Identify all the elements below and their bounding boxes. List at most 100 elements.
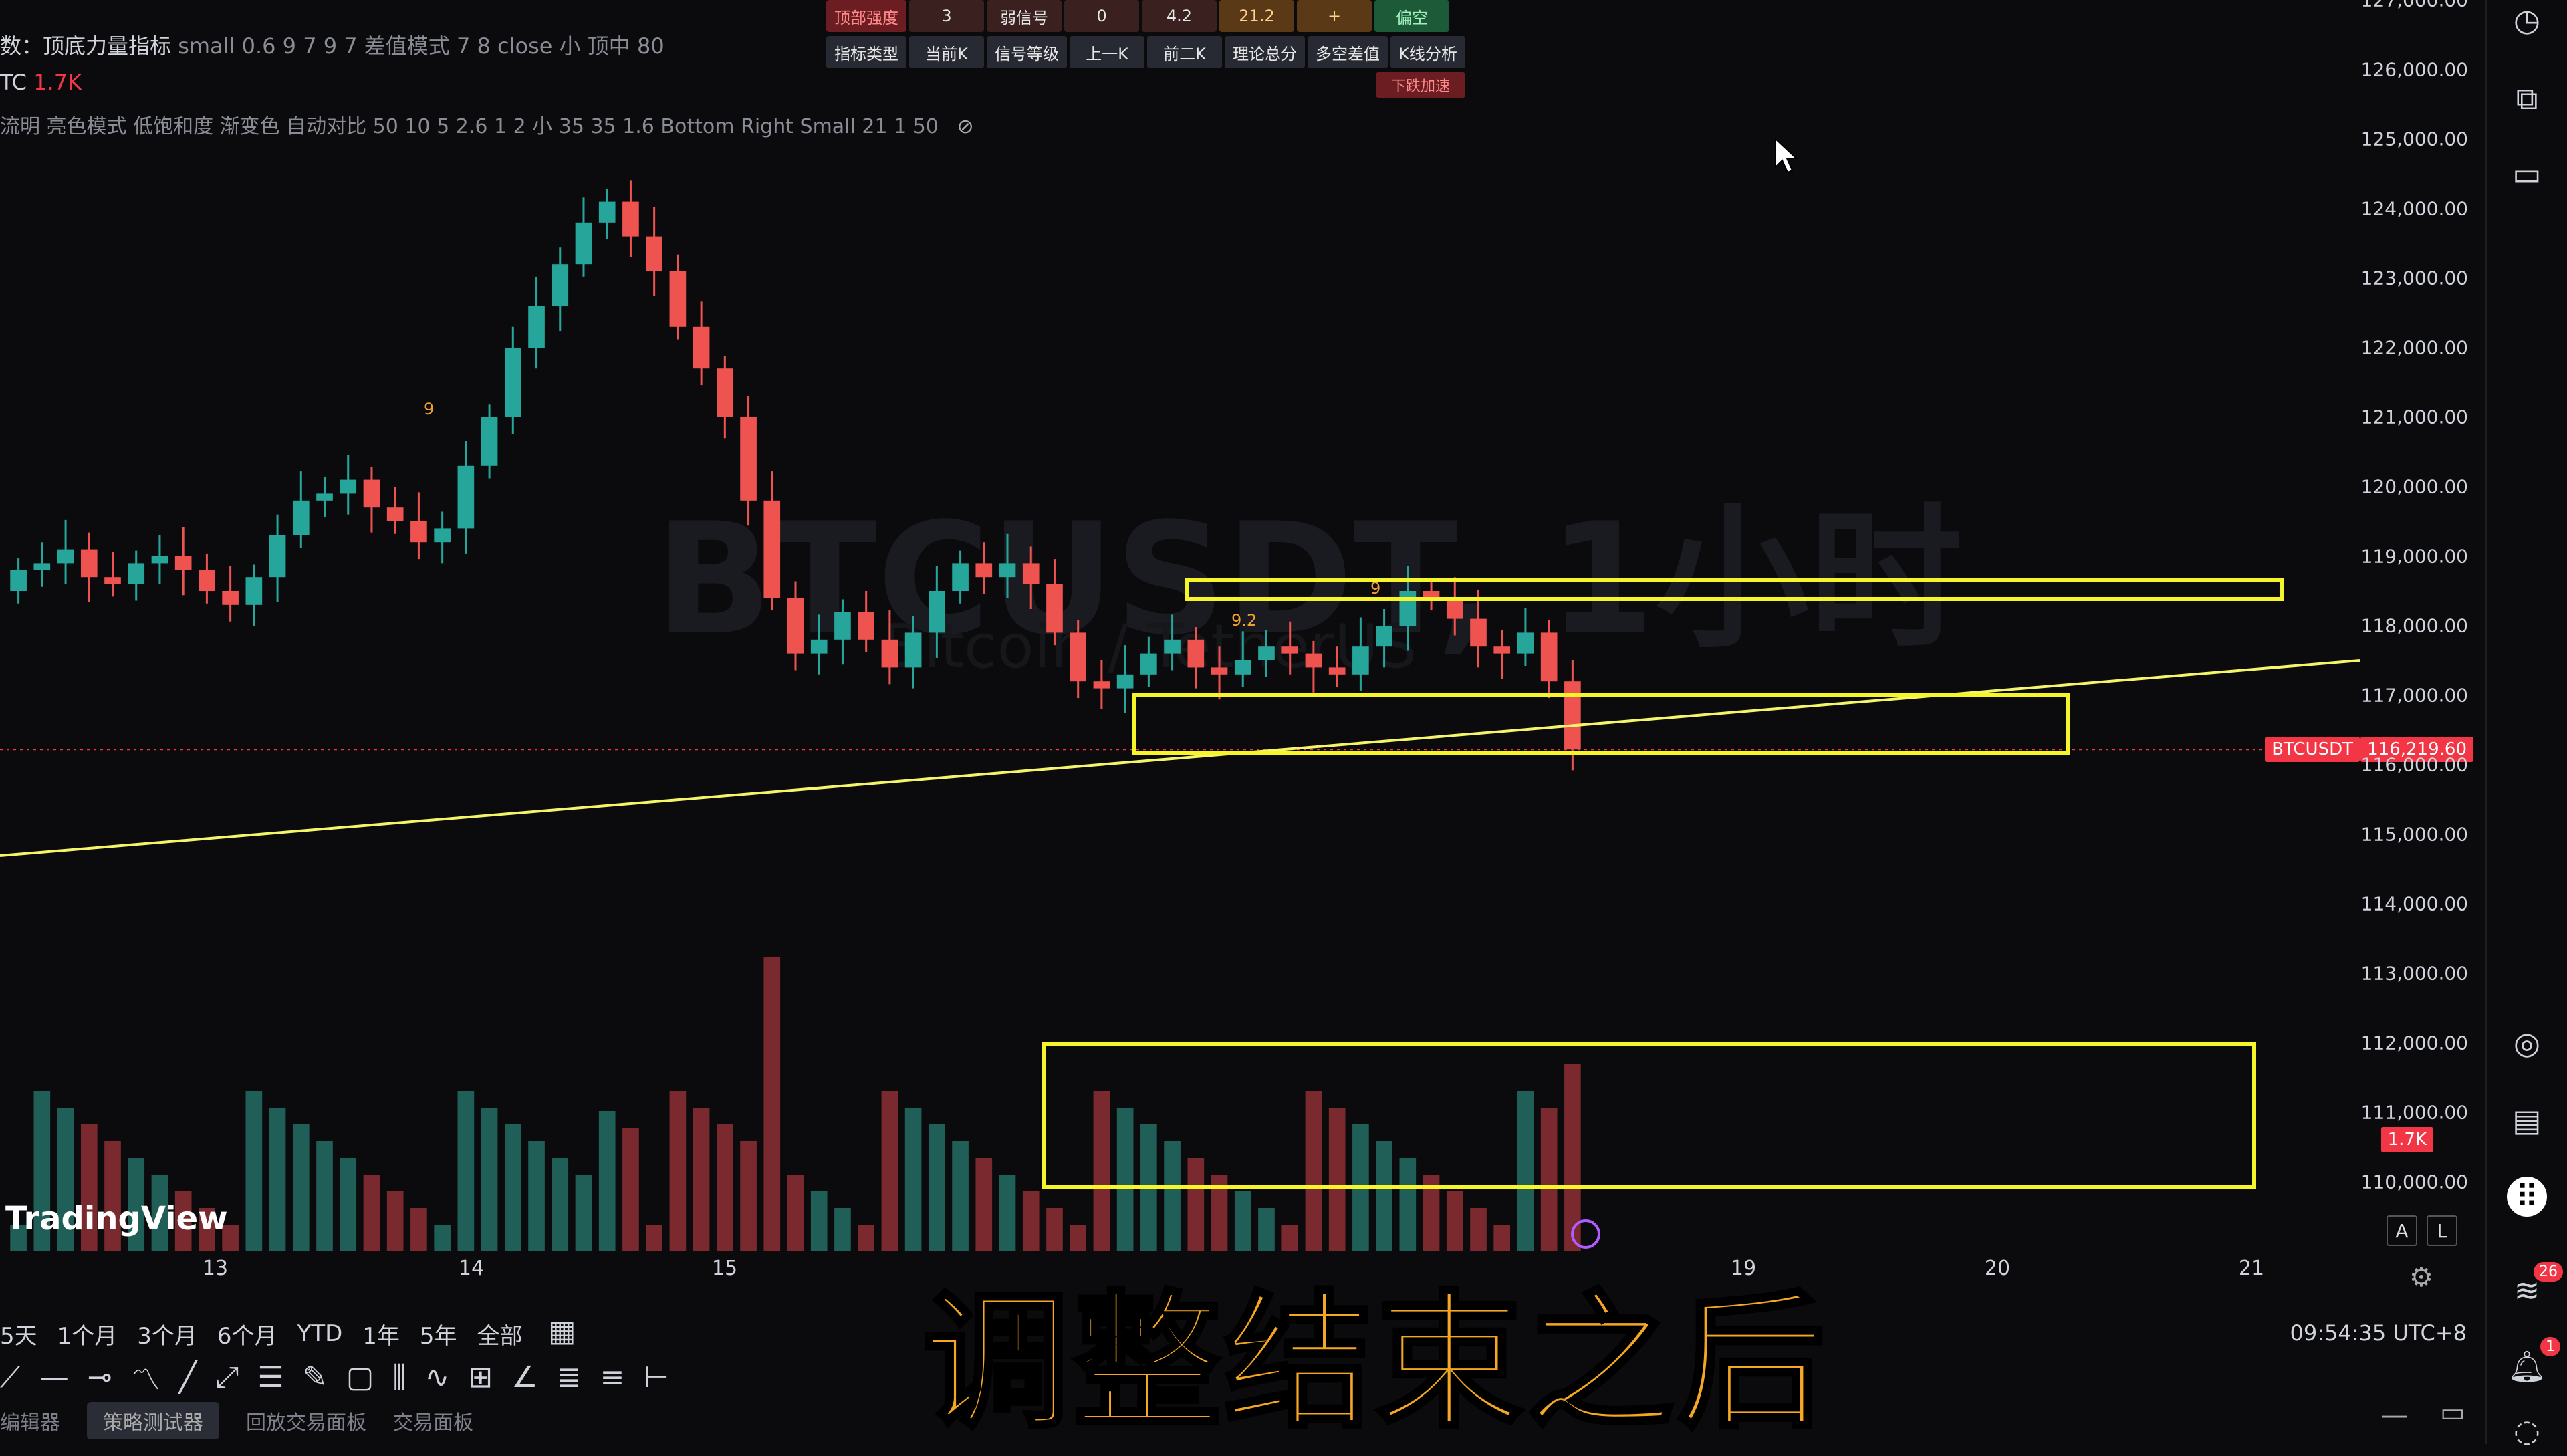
settings-gear-icon[interactable]: ⚙ (2409, 1262, 2433, 1293)
volume-bar (128, 1158, 145, 1251)
volume-bar (481, 1108, 498, 1251)
curve-icon[interactable]: ∿ (424, 1360, 450, 1394)
candle-body (1399, 591, 1417, 626)
target-icon[interactable]: ◎ (2513, 1025, 2541, 1061)
price-axis[interactable]: BTCUSDT 116,219.60 1.7K 127,000.00 126,00… (2265, 0, 2473, 1284)
range-option[interactable]: 1个月 (57, 1322, 118, 1350)
fib-retracement-icon[interactable]: ≣ (556, 1360, 582, 1394)
candle-body (999, 563, 1016, 578)
parallel-channel-icon[interactable]: ☰ (257, 1360, 284, 1394)
bottom-tab[interactable]: 回放交易面板 (246, 1411, 366, 1435)
bottom-panel-tabs: 编辑器 策略测试器 回放交易面板 交易面板 (0, 1397, 473, 1444)
candle-body (340, 479, 357, 494)
symbol-short: TC (0, 70, 27, 95)
long-position-icon[interactable]: ⊢ (643, 1360, 669, 1394)
angle-icon[interactable]: ∠ (511, 1360, 538, 1394)
bell-icon[interactable]: 🔔︎ (2507, 1348, 2547, 1384)
indicator-legend-row[interactable]: 数：顶底力量指标 small 0.6 9 7 9 7 差值模式 7 8 clos… (0, 29, 664, 60)
layers-icon[interactable]: ⧉ (2516, 80, 2538, 116)
time-tick: 14 (458, 1257, 485, 1280)
time-axis[interactable]: 13 14 15 19 20 21 (0, 1257, 2380, 1297)
style-legend-row[interactable]: 流明 亮色模式 低饱和度 渐变色 自动对比 50 10 5 2.6 1 2 小 … (0, 110, 974, 139)
calendar-events-icon[interactable]: ▤ (2512, 1102, 2542, 1138)
volume-bar (834, 1208, 851, 1251)
candle-body (457, 465, 475, 529)
signal-value-6: + (1297, 0, 1372, 32)
volume-value: 1.7K (33, 70, 82, 95)
clock-alert-icon[interactable]: ◷ (2513, 2, 2541, 38)
ray-icon[interactable]: ⊸ (87, 1360, 112, 1394)
volume-bar (151, 1175, 168, 1251)
clock[interactable]: 09:54:35 UTC+8 (2290, 1320, 2467, 1346)
price-chart[interactable] (0, 0, 2380, 1257)
auto-scale-button[interactable]: A (2387, 1215, 2417, 1246)
volume-bar (80, 1124, 98, 1251)
brush-icon[interactable]: ✎ (302, 1360, 328, 1394)
candle-body (1423, 591, 1440, 598)
signal-value-7: 偏空 (1374, 0, 1449, 32)
minimize-icon[interactable]: — (2381, 1400, 2408, 1431)
feed-badge: 26 (2534, 1262, 2563, 1282)
bottom-tab[interactable]: 策略测试器 (87, 1402, 219, 1439)
right-toolbar: ◷ ⧉ ▭ ◎ ▤ ⠿ ≋ 26 🔔︎ 1 ◌ (2485, 0, 2567, 1449)
bars-pattern-icon[interactable]: ⫼ (392, 1360, 406, 1394)
price-tick: 116,000.00 (2360, 753, 2468, 776)
bottom-tab[interactable]: 编辑器 (0, 1411, 60, 1435)
eye-hidden-icon[interactable]: ⊘ (957, 115, 974, 138)
trend-line-icon[interactable]: ╱ (178, 1360, 197, 1394)
volume-bar (10, 1225, 27, 1251)
range-option[interactable]: 全部 (477, 1322, 523, 1350)
candle-body (386, 507, 404, 521)
log-scale-button[interactable]: L (2427, 1215, 2457, 1246)
candle-body (1328, 667, 1346, 675)
candle-body (504, 348, 521, 417)
price-tick: 122,000.00 (2360, 336, 2468, 359)
extended-line-icon[interactable]: ⤢ (215, 1360, 239, 1394)
fib-channel-icon[interactable]: ≡ (600, 1360, 625, 1394)
volume-bar (316, 1141, 333, 1251)
gann-box-icon[interactable]: ⊞ (468, 1360, 493, 1394)
indicator-prefix: 数： (0, 33, 43, 59)
path-tool-icon[interactable]: 〽 (130, 1363, 160, 1397)
chat-icon[interactable]: ▭ (2512, 156, 2542, 192)
volume-bar (1093, 1091, 1110, 1251)
volume-bar (292, 1124, 310, 1251)
volume-legend-row[interactable]: TC 1.7K (0, 70, 82, 95)
range-option[interactable]: YTD (297, 1320, 343, 1347)
line-tool-icon[interactable]: ⟋ (0, 1360, 21, 1394)
range-option[interactable]: 5年 (419, 1322, 457, 1350)
apps-grid-icon[interactable]: ⠿ (2507, 1177, 2547, 1217)
candle-body (1352, 646, 1369, 675)
volume-bar (245, 1091, 263, 1251)
signal-header-7: K线分析 (1390, 36, 1465, 68)
volume-bar (810, 1191, 828, 1251)
range-option[interactable]: 1年 (362, 1322, 400, 1350)
drawing-toolbar: ⟋ — ⊸ 〽 ╱ ⤢ ☰ ✎ ▢ ⫼ ∿ ⊞ ∠ ≣ ≡ ⊢ (0, 1357, 669, 1398)
candle-body (528, 306, 545, 348)
volume-bar (1493, 1225, 1511, 1251)
support-zone-box (1132, 693, 2070, 755)
mouse-cursor-icon (1775, 138, 1798, 174)
candle-body (1493, 646, 1511, 654)
calendar-icon[interactable]: ▦ (548, 1314, 576, 1348)
rectangle-icon[interactable]: ▢ (346, 1360, 374, 1394)
range-option[interactable]: 5天 (0, 1322, 37, 1350)
help-icon[interactable]: ◌ (2513, 1413, 2541, 1449)
maximize-icon[interactable]: ▭ (2440, 1397, 2465, 1428)
time-tick: 20 (1984, 1257, 2011, 1280)
signal-header-2: 信号等级 (987, 36, 1067, 68)
candle-body (904, 632, 922, 668)
signal-value-4: 4.2 (1142, 0, 1217, 32)
alerts-badge: 1 (2540, 1337, 2560, 1356)
signal-header-5: 理论总分 (1225, 36, 1305, 68)
range-selector: 5天 1个月 3个月 6个月 YTD 1年 5年 全部 (0, 1316, 523, 1352)
price-tick: 118,000.00 (2360, 614, 2468, 637)
range-option[interactable]: 6个月 (217, 1322, 277, 1350)
horizontal-line-icon[interactable]: — (39, 1360, 69, 1394)
range-option[interactable]: 3个月 (137, 1322, 197, 1350)
volume-bar (598, 1111, 616, 1251)
volume-bar (457, 1091, 475, 1251)
bottom-tab[interactable]: 交易面板 (393, 1411, 473, 1435)
candle-body (174, 556, 192, 570)
candle-body (434, 528, 451, 543)
